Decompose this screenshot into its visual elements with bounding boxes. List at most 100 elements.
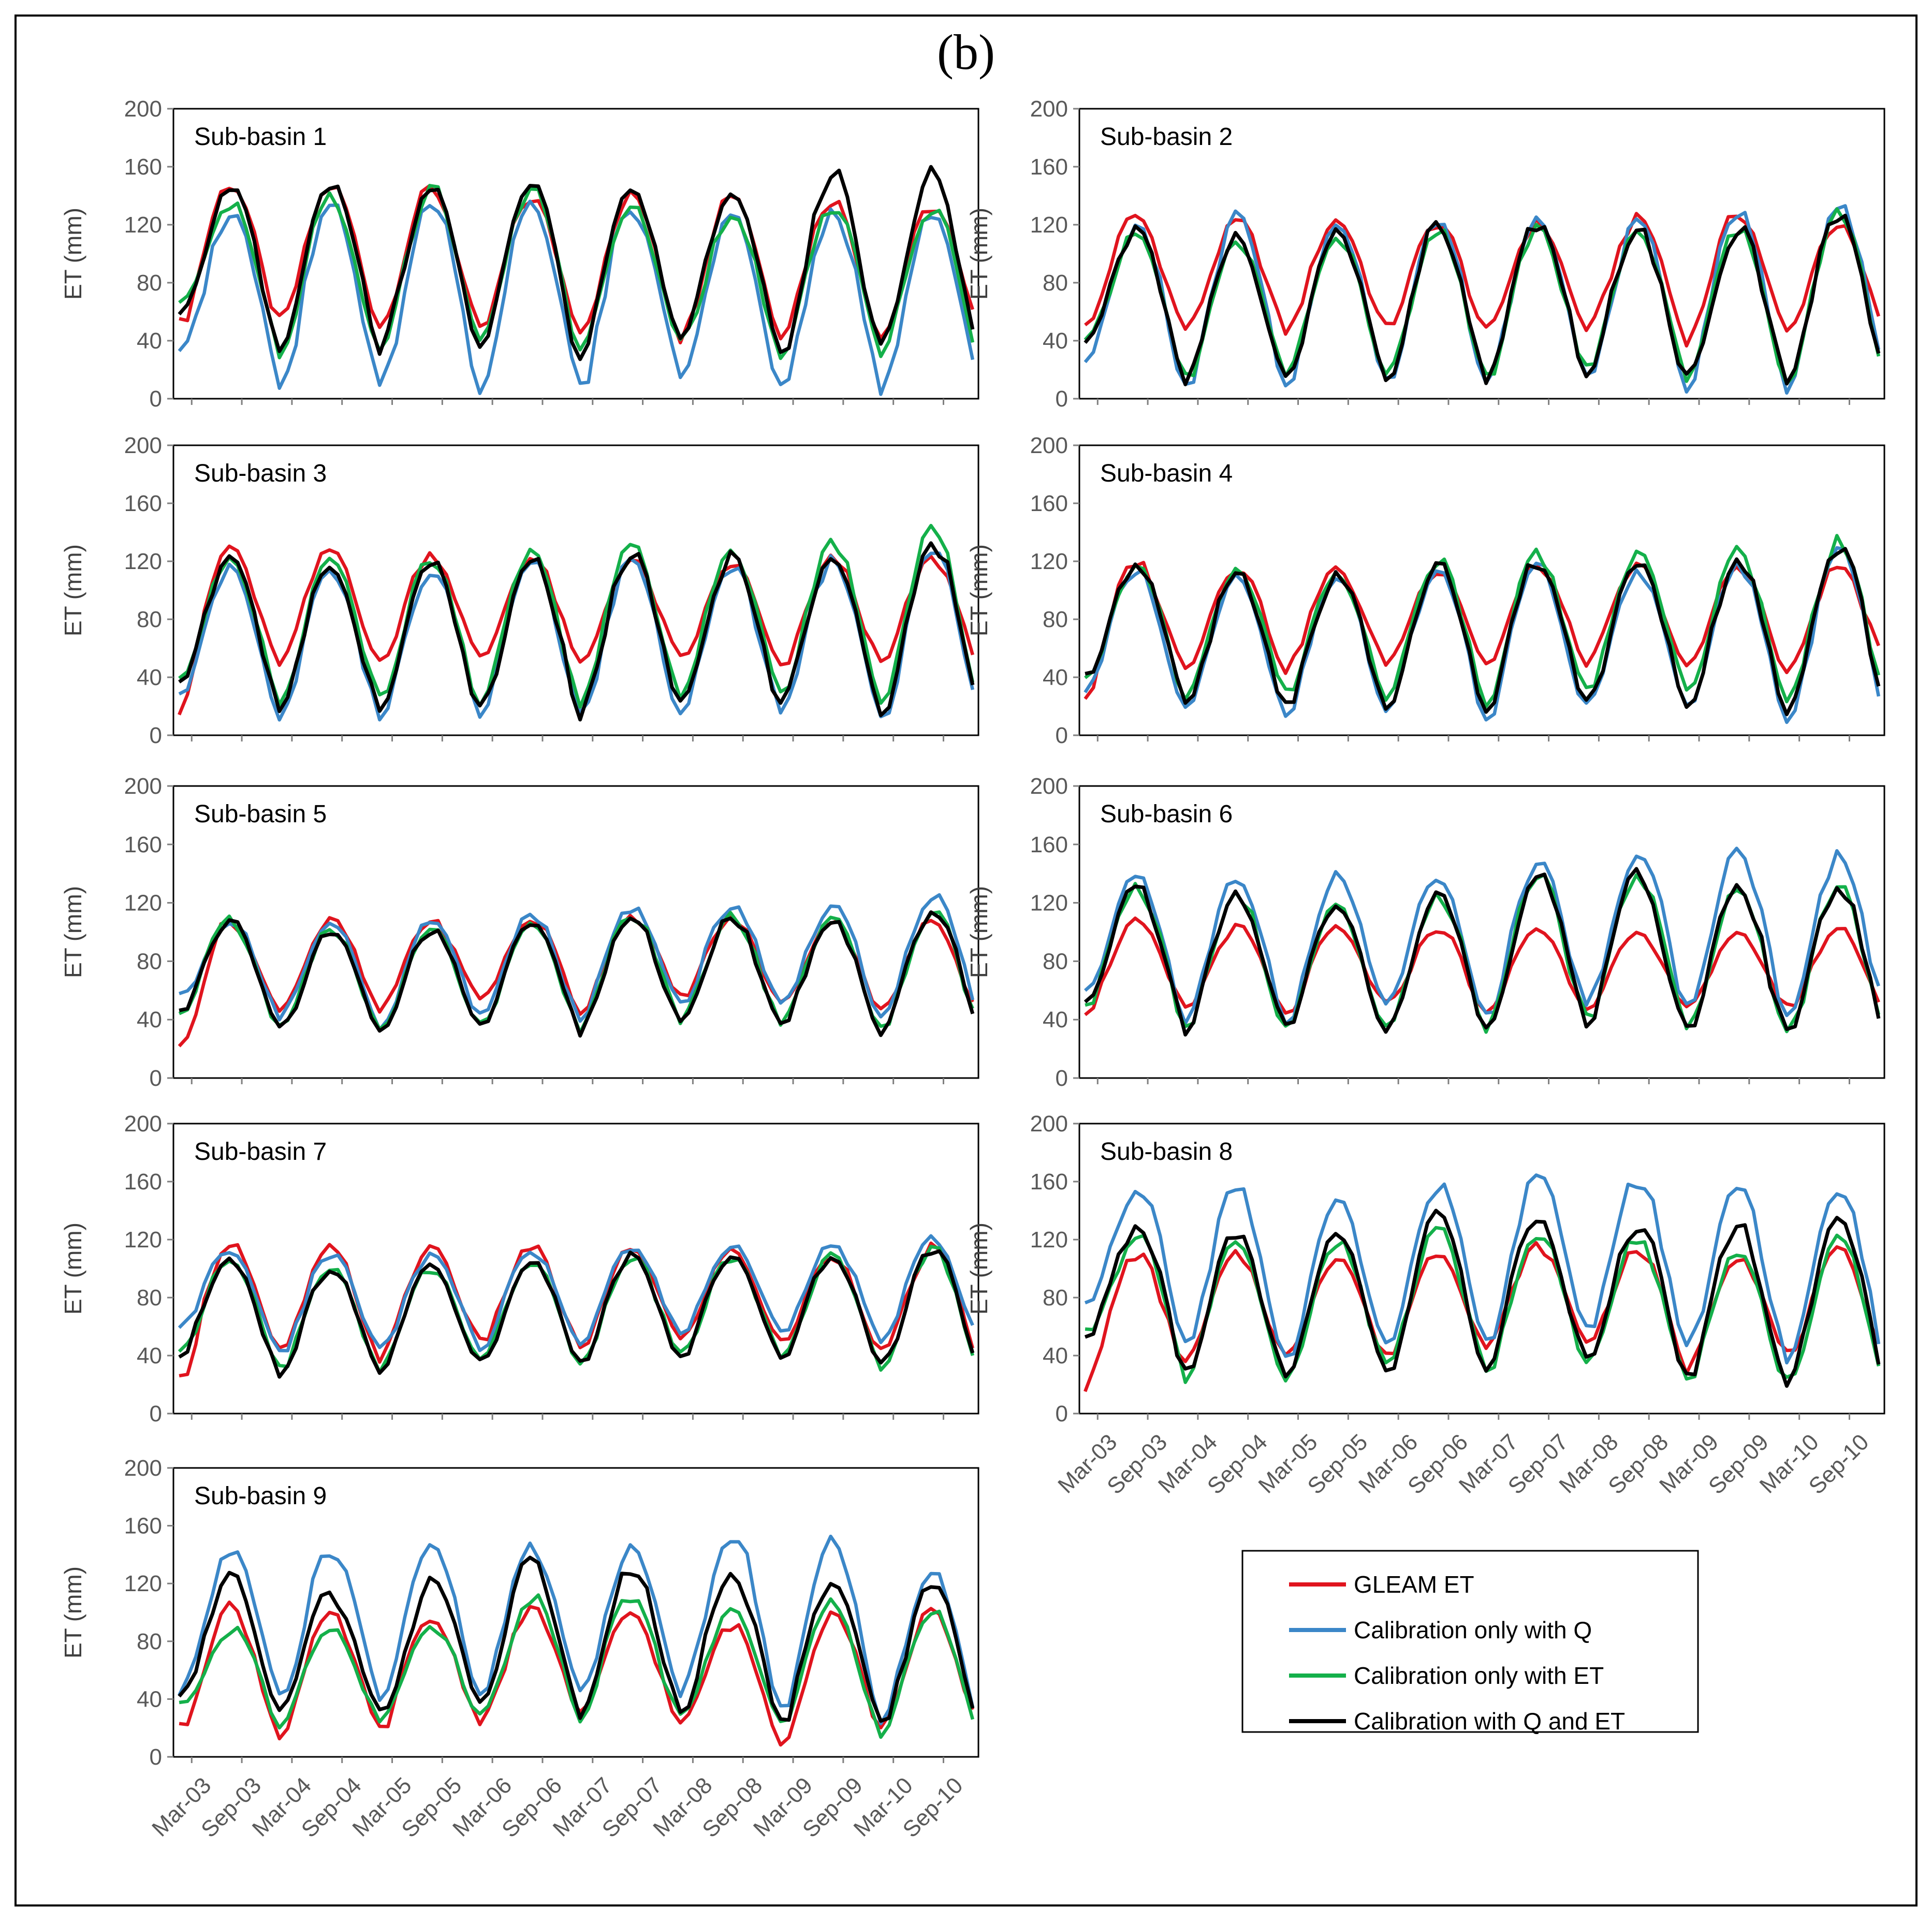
series-line-q	[179, 893, 975, 1031]
y-tick-label: 80	[137, 949, 162, 974]
y-tick-label: 160	[1030, 1169, 1068, 1195]
panel-title: Sub-basin 8	[1100, 1138, 1233, 1166]
y-tick-label: 200	[124, 433, 162, 458]
series-line-q	[1084, 847, 1880, 1026]
series-line-qet	[1084, 1209, 1881, 1388]
y-tick-label: 160	[1030, 491, 1068, 516]
y-tick-label: 0	[150, 1744, 162, 1770]
y-tick-label: 0	[150, 386, 162, 412]
series-line-qet	[178, 165, 975, 361]
y-tick-label: 120	[124, 1227, 162, 1253]
panel-title: Sub-basin 4	[1100, 460, 1233, 487]
series-line-qet	[1084, 213, 1881, 386]
y-tick-label: 0	[1056, 1401, 1068, 1427]
panel-subbasin-6: 0 40 80 120 160 200 ET (mm) Sub-basin 6	[965, 774, 1885, 1091]
y-tick-label: 120	[1030, 549, 1068, 574]
series-line-q	[178, 1234, 974, 1352]
y-tick-label: 0	[1056, 1066, 1068, 1091]
series-line-qet	[179, 910, 975, 1038]
y-tick-label: 0	[150, 1066, 162, 1091]
legend-label-qet: Calibration with Q and ET	[1354, 1708, 1625, 1735]
y-axis-title: ET (mm)	[60, 1566, 86, 1658]
plot-area	[1078, 444, 1885, 736]
y-tick-label: 200	[124, 1111, 162, 1137]
series-line-qet	[178, 541, 975, 722]
y-tick-label: 0	[150, 723, 162, 748]
y-tick-label: 80	[1043, 1285, 1068, 1311]
y-axis-title: ET (mm)	[965, 1223, 992, 1315]
y-tick-label: 160	[124, 154, 162, 180]
y-tick-label: 0	[1056, 386, 1068, 412]
y-tick-label: 160	[1030, 154, 1068, 180]
y-tick-label: 200	[1030, 774, 1068, 799]
legend-label-q: Calibration only with Q	[1354, 1617, 1592, 1643]
y-tick-label: 200	[1030, 96, 1068, 122]
y-tick-label: 160	[124, 491, 162, 516]
y-axis-title: ET (mm)	[60, 886, 86, 978]
panel-title: Sub-basin 1	[194, 123, 327, 151]
y-tick-label: 120	[124, 891, 162, 916]
y-tick-label: 40	[137, 1343, 162, 1369]
y-axis-title: ET (mm)	[965, 886, 992, 978]
y-tick-label: 80	[137, 270, 162, 296]
series-line-q	[1084, 1173, 1881, 1365]
y-tick-label: 160	[124, 832, 162, 857]
legend: GLEAM ET Calibration only with Q Calibrati…	[1241, 1550, 1699, 1735]
y-tick-label: 40	[1043, 1007, 1068, 1032]
y-tick-label: 80	[137, 1629, 162, 1654]
plot-area	[1078, 108, 1885, 400]
y-tick-label: 80	[137, 1285, 162, 1311]
y-axis-title: ET (mm)	[965, 544, 992, 636]
y-tick-label: 0	[1056, 723, 1068, 748]
plot-area	[1078, 785, 1885, 1079]
series-line-qet	[1084, 867, 1881, 1037]
y-tick-label: 40	[1043, 665, 1068, 690]
panel-title: Sub-basin 6	[1100, 801, 1233, 828]
series-line-q	[178, 1534, 975, 1726]
panel-subbasin-1: 0 40 80 120 160 200 ET (mm) Sub-basin 1	[60, 96, 979, 412]
figure-frame	[14, 14, 1918, 1907]
y-tick-label: 120	[124, 549, 162, 574]
series-line-qet	[1085, 547, 1881, 717]
y-tick-label: 160	[1030, 832, 1068, 857]
y-tick-label: 120	[124, 212, 162, 238]
panel-title: Sub-basin 9	[194, 1482, 327, 1510]
y-axis-title: ET (mm)	[60, 1223, 86, 1315]
y-tick-label: 40	[1043, 1343, 1068, 1369]
legend-label-et: Calibration only with ET	[1354, 1662, 1604, 1689]
y-tick-label: 80	[137, 607, 162, 632]
y-tick-label: 120	[1030, 1227, 1068, 1253]
panel-subbasin-7: 0 40 80 120 160 200 ET (mm) Sub-basin 7	[60, 1111, 979, 1427]
series-line-q	[178, 199, 975, 396]
figure-label: (b)	[937, 24, 995, 80]
panel-title: Sub-basin 5	[194, 801, 327, 828]
y-tick-label: 120	[1030, 891, 1068, 916]
y-tick-label: 200	[124, 96, 162, 122]
y-tick-label: 160	[124, 1513, 162, 1539]
y-tick-label: 40	[137, 665, 162, 690]
y-tick-label: 200	[124, 1456, 162, 1481]
y-tick-label: 40	[137, 328, 162, 354]
y-tick-label: 80	[1043, 949, 1068, 974]
panel-title: Sub-basin 2	[1100, 123, 1233, 151]
legend-label-gleam: GLEAM ET	[1354, 1571, 1474, 1598]
y-tick-label: 40	[137, 1007, 162, 1032]
y-tick-label: 40	[137, 1686, 162, 1712]
series-line-qet	[178, 1249, 975, 1379]
panel-subbasin-3: 0 40 80 120 160 200 ET (mm) Sub-basin 3	[60, 433, 979, 748]
series-line-qet	[178, 1555, 975, 1723]
y-axis-title: ET (mm)	[965, 208, 992, 300]
panel-subbasin-2: 0 40 80 120 160 200 ET (mm) Sub-basin 2	[965, 96, 1885, 412]
y-tick-label: 200	[1030, 1111, 1068, 1137]
y-axis-title: ET (mm)	[60, 208, 86, 300]
y-tick-label: 200	[124, 774, 162, 799]
panel-title: Sub-basin 7	[194, 1138, 327, 1166]
y-tick-label: 80	[1043, 607, 1068, 632]
panel-subbasin-4: 0 40 80 120 160 200 ET (mm) Sub-basin 4	[965, 433, 1885, 748]
y-tick-label: 120	[124, 1571, 162, 1596]
y-tick-label: 40	[1043, 328, 1068, 354]
y-tick-label: 200	[1030, 433, 1068, 458]
plot-area	[172, 1123, 979, 1415]
